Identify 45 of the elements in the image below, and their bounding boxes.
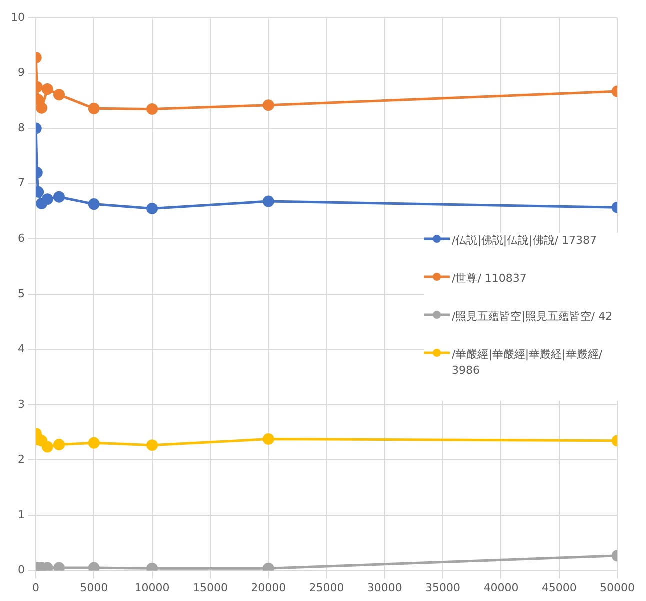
point [146,440,158,452]
point [54,562,66,571]
x-tick-label: 35000 [426,581,461,594]
x-tick-label: 30000 [367,581,402,594]
y-tick-label: 9 [18,66,25,80]
point [36,102,48,114]
point [88,437,100,449]
legend-label: /仏説|佛説|仏說|佛說/ 17387 [452,233,598,249]
y-tick-label: 5 [18,287,25,300]
x-tick-label: 10000 [134,581,170,594]
point [262,196,274,208]
point [146,103,158,115]
legend-label: /世尊/ 110837 [452,271,527,287]
y-tick-label: 4 [18,342,25,356]
point [54,439,66,451]
y-tick-label: 1 [18,508,25,522]
point [262,100,274,112]
x-tick-label: 50000 [600,581,636,594]
x-tick-label: 15000 [192,581,228,594]
point [42,194,54,206]
point [42,441,54,453]
legend-label: /華嚴經|華嚴經|華嚴経|華嚴經/ 3986 [452,347,604,379]
point [88,198,100,210]
y-tick-label: 0 [18,564,25,577]
point [262,433,274,445]
x-tick-label: 20000 [251,581,286,594]
x-tick-label: 45000 [542,581,577,594]
y-tick-label: 2 [18,453,25,466]
y-tick-label: 7 [18,176,25,190]
legend-label: /照見五蘊皆空|照見五蘊皆空/ 42 [452,309,613,325]
x-tick-label: 5000 [80,581,108,594]
point [88,102,100,114]
x-tick-label: 25000 [309,581,344,594]
point [146,202,158,214]
x-tick-label: 0 [32,581,40,594]
y-tick-label: 8 [18,121,25,134]
y-tick-label: 10 [10,10,25,24]
point [54,89,66,101]
y-tick-label: 6 [18,232,25,245]
y-tick-label: 3 [18,398,25,411]
x-tick-label: 40000 [484,581,519,594]
point [88,562,100,571]
point [54,191,66,203]
point [42,562,54,571]
point [42,84,54,96]
